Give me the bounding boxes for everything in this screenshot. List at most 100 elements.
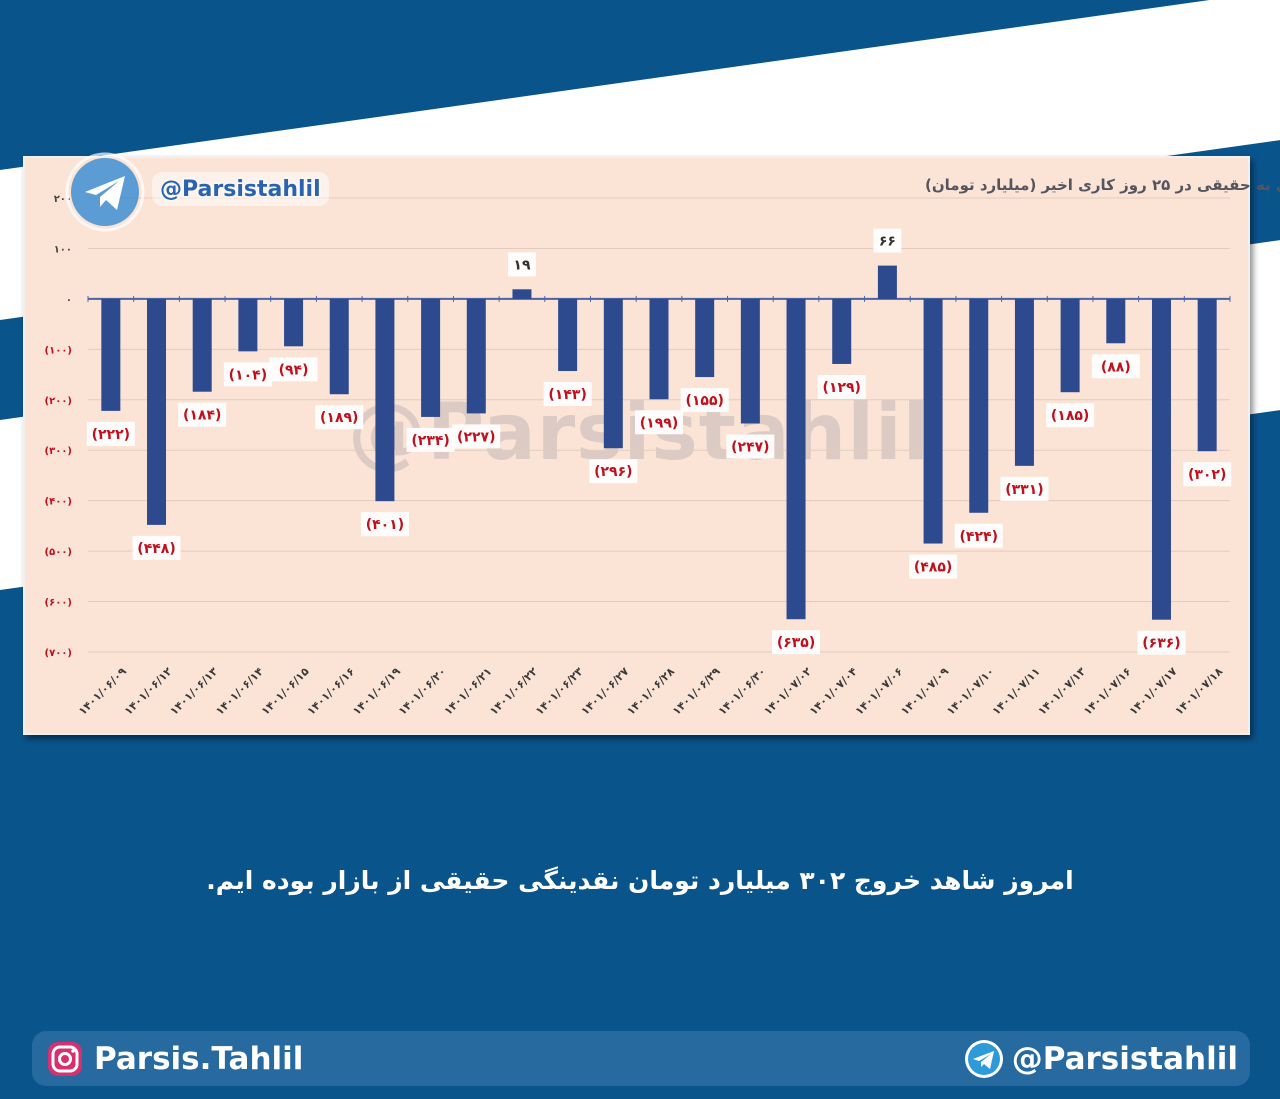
- data-label: (۴۴۸): [137, 541, 175, 557]
- y-tick-label: ۰: [66, 295, 72, 306]
- data-label: (۱۸۵): [1051, 408, 1089, 424]
- x-tick-label: ۱۴۰۱/۰۷/۰۶: [853, 665, 906, 718]
- bar: [695, 298, 715, 378]
- data-label: (۱۸۹): [320, 410, 358, 426]
- data-label: (۱۴۳): [548, 387, 586, 403]
- data-label-box: [178, 402, 227, 427]
- data-label-box: [726, 434, 775, 459]
- data-label-box: [543, 382, 592, 407]
- bar: [1197, 298, 1217, 452]
- y-tick-label: (۳۰۰): [45, 446, 72, 457]
- bar: [147, 298, 167, 525]
- data-label-box: [909, 554, 958, 579]
- data-label: (۲۲۷): [457, 429, 495, 445]
- bar: [1014, 298, 1034, 466]
- telegram-link[interactable]: @Parsistahlil: [964, 1031, 1238, 1086]
- chart-title: جریان ارزش تغییر مالکیت از حقوقی به حقیق…: [925, 176, 1280, 194]
- data-label: (۱۵۵): [685, 393, 723, 409]
- bar: [1060, 298, 1080, 393]
- instagram-link[interactable]: Parsis.Tahlil: [46, 1031, 303, 1086]
- instagram-icon: [48, 1041, 82, 1076]
- data-label: (۲۲۲): [92, 427, 130, 443]
- data-label-box: [360, 512, 409, 537]
- data-label-box: [315, 405, 364, 430]
- data-label: (۲۴۷): [731, 439, 769, 455]
- data-label: (۲۹۶): [594, 464, 632, 480]
- footer-bar: Parsis.Tahlil @Parsistahlil: [32, 1031, 1250, 1086]
- telegram-logo-icon: [65, 152, 145, 232]
- data-label-box: [406, 427, 455, 452]
- data-label: ۱۹: [513, 257, 531, 273]
- data-label: (۴۸۵): [914, 560, 952, 576]
- data-label: (۱۰۴): [229, 367, 267, 383]
- data-label-box: [1137, 630, 1186, 655]
- x-tick-label: ۱۴۰۱/۰۷/۰۴: [807, 665, 860, 718]
- x-tick-label: ۱۴۰۱/۰۶/۲۳: [533, 665, 586, 718]
- data-label-box: [772, 630, 821, 655]
- bar: [923, 298, 943, 544]
- data-label-box: [132, 535, 181, 560]
- x-tick-label: ۱۴۰۱/۰۶/۱۴: [213, 665, 266, 718]
- x-tick-label: ۱۴۰۱/۰۶/۲۰: [396, 665, 449, 718]
- y-tick-label: (۲۰۰): [45, 396, 72, 407]
- bar: [375, 298, 395, 502]
- channel-handle: @Parsistahlil: [152, 172, 329, 206]
- x-tick-label: ۱۴۰۱/۰۶/۲۸: [624, 665, 677, 718]
- data-label-box: [589, 459, 638, 484]
- bar: [512, 289, 532, 299]
- data-label: (۶۳۵): [777, 635, 815, 651]
- data-label: ۶۶: [879, 234, 896, 250]
- bar: [329, 298, 349, 395]
- x-tick-label: ۱۴۰۱/۰۶/۱۲: [122, 665, 175, 718]
- bar: [786, 298, 806, 620]
- x-tick-label: ۱۴۰۱/۰۷/۰۲: [761, 665, 814, 718]
- data-label-box: [954, 523, 1003, 548]
- data-label-box: [452, 424, 501, 449]
- x-tick-label: ۱۴۰۱/۰۶/۲۲: [487, 665, 540, 718]
- x-tick-label: ۱۴۰۱/۰۶/۲۷: [579, 665, 632, 718]
- bar: [421, 298, 441, 417]
- data-label: (۱۸۴): [183, 408, 221, 424]
- data-label: (۱۹۹): [640, 415, 678, 431]
- bar: [649, 298, 669, 400]
- x-tick-label: ۱۴۰۱/۰۷/۰۹: [898, 665, 951, 718]
- data-label-box: [269, 357, 318, 382]
- data-label: (۴۲۴): [960, 529, 998, 545]
- y-tick-label: (۵۰۰): [45, 547, 72, 558]
- x-tick-label: ۱۴۰۱/۰۶/۲۹: [670, 665, 723, 718]
- data-label-box: [1091, 354, 1140, 379]
- summary-caption: امروز شاهد خروج ۳۰۲ میلیارد تومان نقدینگ…: [206, 866, 1074, 895]
- bar: [466, 298, 486, 414]
- y-tick-label: (۴۰۰): [45, 497, 72, 508]
- y-tick-label: ۱۰۰: [54, 244, 72, 255]
- bar: [192, 298, 212, 392]
- y-tick-label: (۱۰۰): [45, 345, 72, 356]
- bar: [969, 298, 989, 513]
- x-tick-label: ۱۴۰۱/۰۷/۱۳: [1035, 665, 1088, 718]
- data-label: (۳۰۲): [1188, 467, 1226, 483]
- bar: [603, 298, 623, 449]
- data-label-box: [873, 228, 902, 253]
- data-label: (۴۰۱): [366, 517, 404, 533]
- chart-panel: [23, 156, 1250, 735]
- telegram-icon: [964, 1039, 1003, 1078]
- x-tick-label: ۱۴۰۱/۰۷/۱۸: [1172, 665, 1225, 718]
- data-label: (۶۳۶): [1142, 636, 1180, 652]
- bar-chart: ۲۰۰ ۱۰۰ ۰ (۱۰۰) (۲۰۰) (۳۰۰) (۴۰۰) (۵۰۰) (۶۰۰) (۷۰…: [45, 176, 1280, 718]
- y-tick-label: (۷۰۰): [45, 648, 72, 659]
- x-tick-label: ۱۴۰۱/۰۶/۱۵: [259, 665, 312, 718]
- y-tick-label: (۶۰۰): [45, 598, 72, 609]
- x-tick-label: ۱۴۰۱/۰۷/۱۱: [990, 665, 1043, 718]
- data-label: (۹۴): [279, 362, 309, 378]
- data-label: (۱۲۹): [823, 380, 861, 396]
- x-tick-label: ۱۴۰۱/۰۶/۱۶: [305, 665, 358, 718]
- x-tick-label: ۱۴۰۱/۰۷/۱۷: [1127, 665, 1180, 718]
- x-tick-label: ۱۴۰۱/۰۶/۱۳: [167, 665, 220, 718]
- data-label-box: [1183, 462, 1232, 487]
- bar: [284, 298, 304, 347]
- data-label-box: [223, 362, 272, 387]
- bar: [740, 298, 760, 424]
- data-label-box: [507, 252, 536, 277]
- x-tick-label: ۱۴۰۱/۰۶/۱۹: [350, 665, 403, 718]
- data-label-box: [680, 388, 729, 413]
